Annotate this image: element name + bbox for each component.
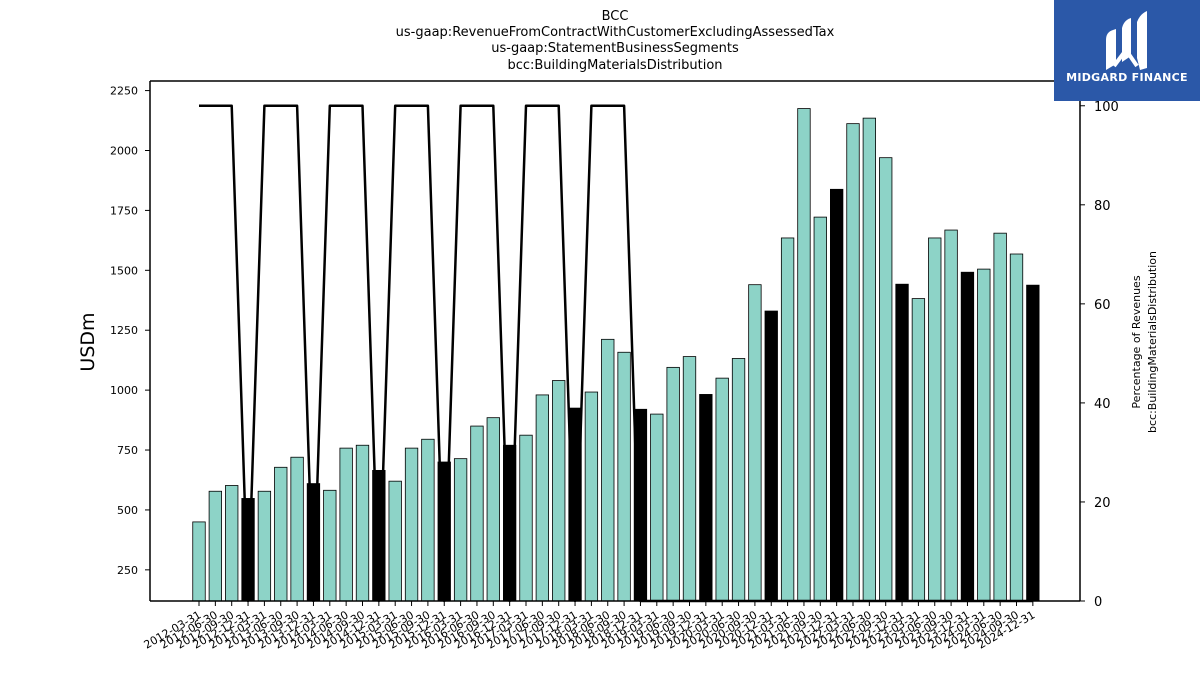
axes <box>149 80 1081 602</box>
bar-2016-06-30 <box>470 425 484 602</box>
bar-2020-09-30 <box>748 284 762 602</box>
bar-2023-12-31 <box>960 271 975 602</box>
bar-2024-06-30 <box>993 232 1007 602</box>
bar-2022-06-30 <box>862 117 876 602</box>
bar-2020-03-31 <box>715 377 729 602</box>
y-tick-label: 750 <box>117 444 138 457</box>
bar-2023-06-30 <box>928 237 942 602</box>
bar-2017-09-30 <box>552 380 566 602</box>
bar-2014-09-30 <box>355 444 370 602</box>
bar-2024-09-30 <box>1009 253 1024 602</box>
bar-series <box>192 108 1040 602</box>
logo-mark-icon <box>1106 11 1147 70</box>
y2-axis-label-line-2: bcc:BuildingMaterialsDistribution <box>1146 251 1159 433</box>
y2-tick-label: 20 <box>1094 496 1111 511</box>
chart-title-line-4: bcc:BuildingMaterialsDistribution <box>507 58 722 73</box>
bar-2024-03-31 <box>977 268 991 602</box>
bar-2017-06-30 <box>535 394 549 602</box>
bar-2013-03-31 <box>257 490 272 602</box>
y-tick-label: 500 <box>117 504 138 517</box>
y2-tick-label: 0 <box>1094 595 1102 610</box>
bar-2021-03-31 <box>780 237 795 602</box>
y-axis-ticks: 250 500 750 1000 1250 1500 1750 2000 2250 <box>110 85 150 577</box>
bar-2013-06-30 <box>274 466 288 602</box>
bar-2019-12-31 <box>699 394 713 602</box>
y-tick-label: 2250 <box>110 85 138 98</box>
bar-2012-03-31 <box>192 521 206 602</box>
bar-2019-03-31 <box>650 413 664 602</box>
y2-axis-ticks: 0 20 40 60 80 100 <box>1080 100 1119 610</box>
bar-2021-09-30 <box>813 216 827 602</box>
bar-2012-06-30 <box>208 490 223 602</box>
logo-text: MIDGARD FINANCE <box>1066 71 1188 84</box>
bar-2016-03-31 <box>453 458 468 602</box>
bar-2022-03-31 <box>846 123 860 602</box>
bar-2018-09-30 <box>617 351 631 602</box>
y-tick-label: 2000 <box>110 144 138 157</box>
y-tick-label: 1500 <box>110 264 138 277</box>
bar-2013-09-30 <box>290 456 304 602</box>
bar-2015-03-31 <box>388 480 402 602</box>
bar-2014-06-30 <box>339 447 353 602</box>
y-tick-label: 1750 <box>110 204 138 217</box>
bar-2019-09-30 <box>682 356 697 602</box>
bar-2021-12-31 <box>830 188 844 602</box>
y-tick-label: 1250 <box>110 324 138 337</box>
bar-2014-03-31 <box>323 489 337 602</box>
chart-title-line-3: us-gaap:StatementBusinessSegments <box>491 41 739 56</box>
bar-2020-12-31 <box>764 310 778 602</box>
bar-2018-06-30 <box>601 338 615 602</box>
bar-2023-03-31 <box>911 298 926 602</box>
bar-2022-09-30 <box>879 157 893 602</box>
bar-2024-12-31 <box>1026 284 1040 602</box>
chart-title: BCC us-gaap:RevenueFromContractWithCusto… <box>396 9 835 73</box>
y-tick-label: 250 <box>117 564 138 577</box>
bar-2022-12-31 <box>895 283 909 602</box>
chart-title-line-1: BCC <box>602 9 629 24</box>
bar-2023-09-30 <box>944 229 958 602</box>
midgard-finance-logo: MIDGARD FINANCE <box>1054 0 1200 101</box>
y-axis-label: USDm <box>77 312 99 371</box>
y2-axis-label-line-1: Percentage of Revenues <box>1130 275 1143 408</box>
y2-tick-label: 40 <box>1094 397 1111 412</box>
bar-2019-06-30 <box>666 366 680 602</box>
bar-2020-06-30 <box>731 358 746 602</box>
y2-tick-label: 100 <box>1094 100 1119 115</box>
y-tick-label: 1000 <box>110 384 138 397</box>
y2-tick-label: 60 <box>1094 298 1111 313</box>
bar-2017-03-31 <box>519 434 533 602</box>
chart-title-line-2: us-gaap:RevenueFromContractWithCustomerE… <box>396 25 835 40</box>
bar-2016-09-30 <box>486 417 500 602</box>
bar-2015-06-30 <box>404 447 419 602</box>
y2-tick-label: 80 <box>1094 199 1111 214</box>
x-axis-ticks: 2012-03-312012-06-302012-09-302012-12-31… <box>142 601 1037 652</box>
bar-2012-09-30 <box>225 485 239 602</box>
bar-2015-09-30 <box>421 438 435 602</box>
bar-2018-03-31 <box>584 391 599 602</box>
bar-2021-06-30 <box>797 108 811 602</box>
